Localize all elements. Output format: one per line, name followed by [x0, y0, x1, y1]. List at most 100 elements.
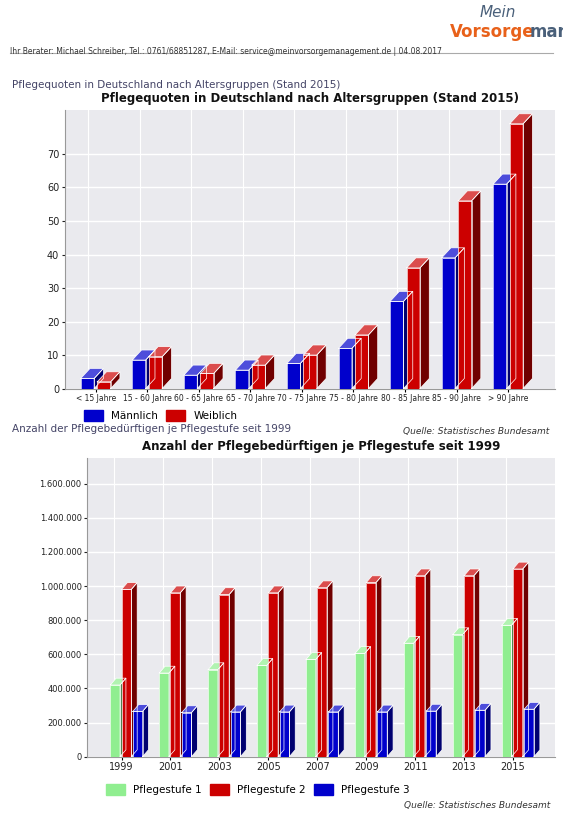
Polygon shape: [415, 576, 425, 757]
Polygon shape: [355, 335, 368, 389]
Polygon shape: [507, 174, 516, 389]
Polygon shape: [240, 705, 246, 757]
Polygon shape: [524, 703, 540, 709]
Polygon shape: [338, 705, 344, 757]
Polygon shape: [146, 350, 155, 389]
Polygon shape: [133, 704, 149, 712]
Polygon shape: [132, 350, 155, 360]
Polygon shape: [455, 248, 464, 389]
Polygon shape: [475, 703, 491, 710]
Polygon shape: [472, 191, 481, 389]
Polygon shape: [235, 370, 249, 389]
Polygon shape: [366, 582, 376, 757]
Polygon shape: [355, 654, 365, 757]
Polygon shape: [368, 325, 378, 389]
Polygon shape: [523, 562, 529, 757]
Text: management: management: [530, 23, 563, 41]
Polygon shape: [441, 258, 455, 389]
Polygon shape: [182, 706, 198, 712]
Polygon shape: [306, 659, 316, 757]
Polygon shape: [200, 374, 214, 389]
Polygon shape: [122, 590, 131, 757]
Polygon shape: [218, 663, 224, 757]
Text: Mein: Mein: [480, 5, 516, 20]
Polygon shape: [513, 569, 523, 757]
Polygon shape: [231, 705, 246, 712]
Polygon shape: [81, 368, 104, 379]
Polygon shape: [338, 348, 352, 389]
Polygon shape: [415, 569, 431, 576]
Polygon shape: [229, 588, 235, 757]
Polygon shape: [387, 705, 393, 757]
Text: Quelle: Statistisches Bundesamt: Quelle: Statistisches Bundesamt: [404, 802, 550, 811]
Polygon shape: [214, 363, 223, 389]
Text: Ihr Berater: Michael Schreiber, Tel.: 0761/68851287, E-Mail: service@meinvorsorg: Ihr Berater: Michael Schreiber, Tel.: 07…: [10, 47, 442, 56]
Polygon shape: [303, 345, 326, 355]
Polygon shape: [475, 710, 485, 757]
Polygon shape: [317, 581, 333, 588]
Polygon shape: [327, 581, 333, 757]
Polygon shape: [404, 636, 419, 643]
Polygon shape: [510, 114, 533, 124]
Polygon shape: [464, 576, 474, 757]
Polygon shape: [534, 703, 540, 757]
Polygon shape: [352, 339, 361, 389]
Polygon shape: [122, 582, 137, 590]
Polygon shape: [162, 347, 172, 389]
Polygon shape: [200, 363, 223, 374]
Title: Anzahl der Pflegebedürftigen je Pflegestufe seit 1999: Anzahl der Pflegebedürftigen je Pflegest…: [142, 440, 500, 452]
Polygon shape: [197, 365, 207, 389]
Polygon shape: [97, 382, 111, 389]
Polygon shape: [414, 636, 419, 757]
Polygon shape: [252, 355, 275, 365]
Polygon shape: [458, 201, 472, 389]
Polygon shape: [306, 653, 321, 659]
Polygon shape: [474, 569, 480, 757]
Polygon shape: [110, 678, 126, 685]
Polygon shape: [257, 665, 267, 757]
Polygon shape: [220, 595, 229, 757]
Polygon shape: [301, 353, 310, 389]
Polygon shape: [406, 268, 420, 389]
Polygon shape: [426, 704, 442, 711]
Polygon shape: [365, 646, 370, 757]
Polygon shape: [208, 670, 218, 757]
Polygon shape: [269, 593, 278, 757]
Polygon shape: [502, 618, 517, 625]
Polygon shape: [420, 258, 429, 389]
Polygon shape: [149, 347, 172, 357]
Polygon shape: [524, 709, 534, 757]
Polygon shape: [287, 353, 310, 363]
Polygon shape: [280, 705, 295, 712]
Legend: Männlich, Weiblich: Männlich, Weiblich: [80, 406, 242, 425]
Polygon shape: [425, 569, 431, 757]
Polygon shape: [231, 712, 240, 757]
Polygon shape: [81, 379, 94, 389]
Polygon shape: [287, 363, 301, 389]
Polygon shape: [317, 588, 327, 757]
Polygon shape: [328, 705, 344, 712]
Polygon shape: [390, 291, 413, 301]
Polygon shape: [510, 124, 523, 389]
Polygon shape: [523, 114, 533, 389]
Polygon shape: [453, 628, 468, 635]
Polygon shape: [426, 711, 436, 757]
Polygon shape: [184, 375, 197, 389]
Polygon shape: [280, 712, 289, 757]
Polygon shape: [406, 258, 429, 268]
Polygon shape: [464, 569, 480, 576]
Polygon shape: [463, 628, 468, 757]
Polygon shape: [131, 582, 137, 757]
Polygon shape: [377, 705, 393, 712]
Polygon shape: [249, 360, 258, 389]
Polygon shape: [317, 345, 326, 389]
Polygon shape: [513, 562, 529, 569]
Polygon shape: [220, 588, 235, 595]
Polygon shape: [252, 365, 265, 389]
Polygon shape: [338, 339, 361, 348]
Polygon shape: [355, 646, 370, 654]
Polygon shape: [289, 705, 295, 757]
Polygon shape: [180, 586, 186, 757]
Polygon shape: [191, 706, 198, 757]
Polygon shape: [278, 586, 284, 757]
